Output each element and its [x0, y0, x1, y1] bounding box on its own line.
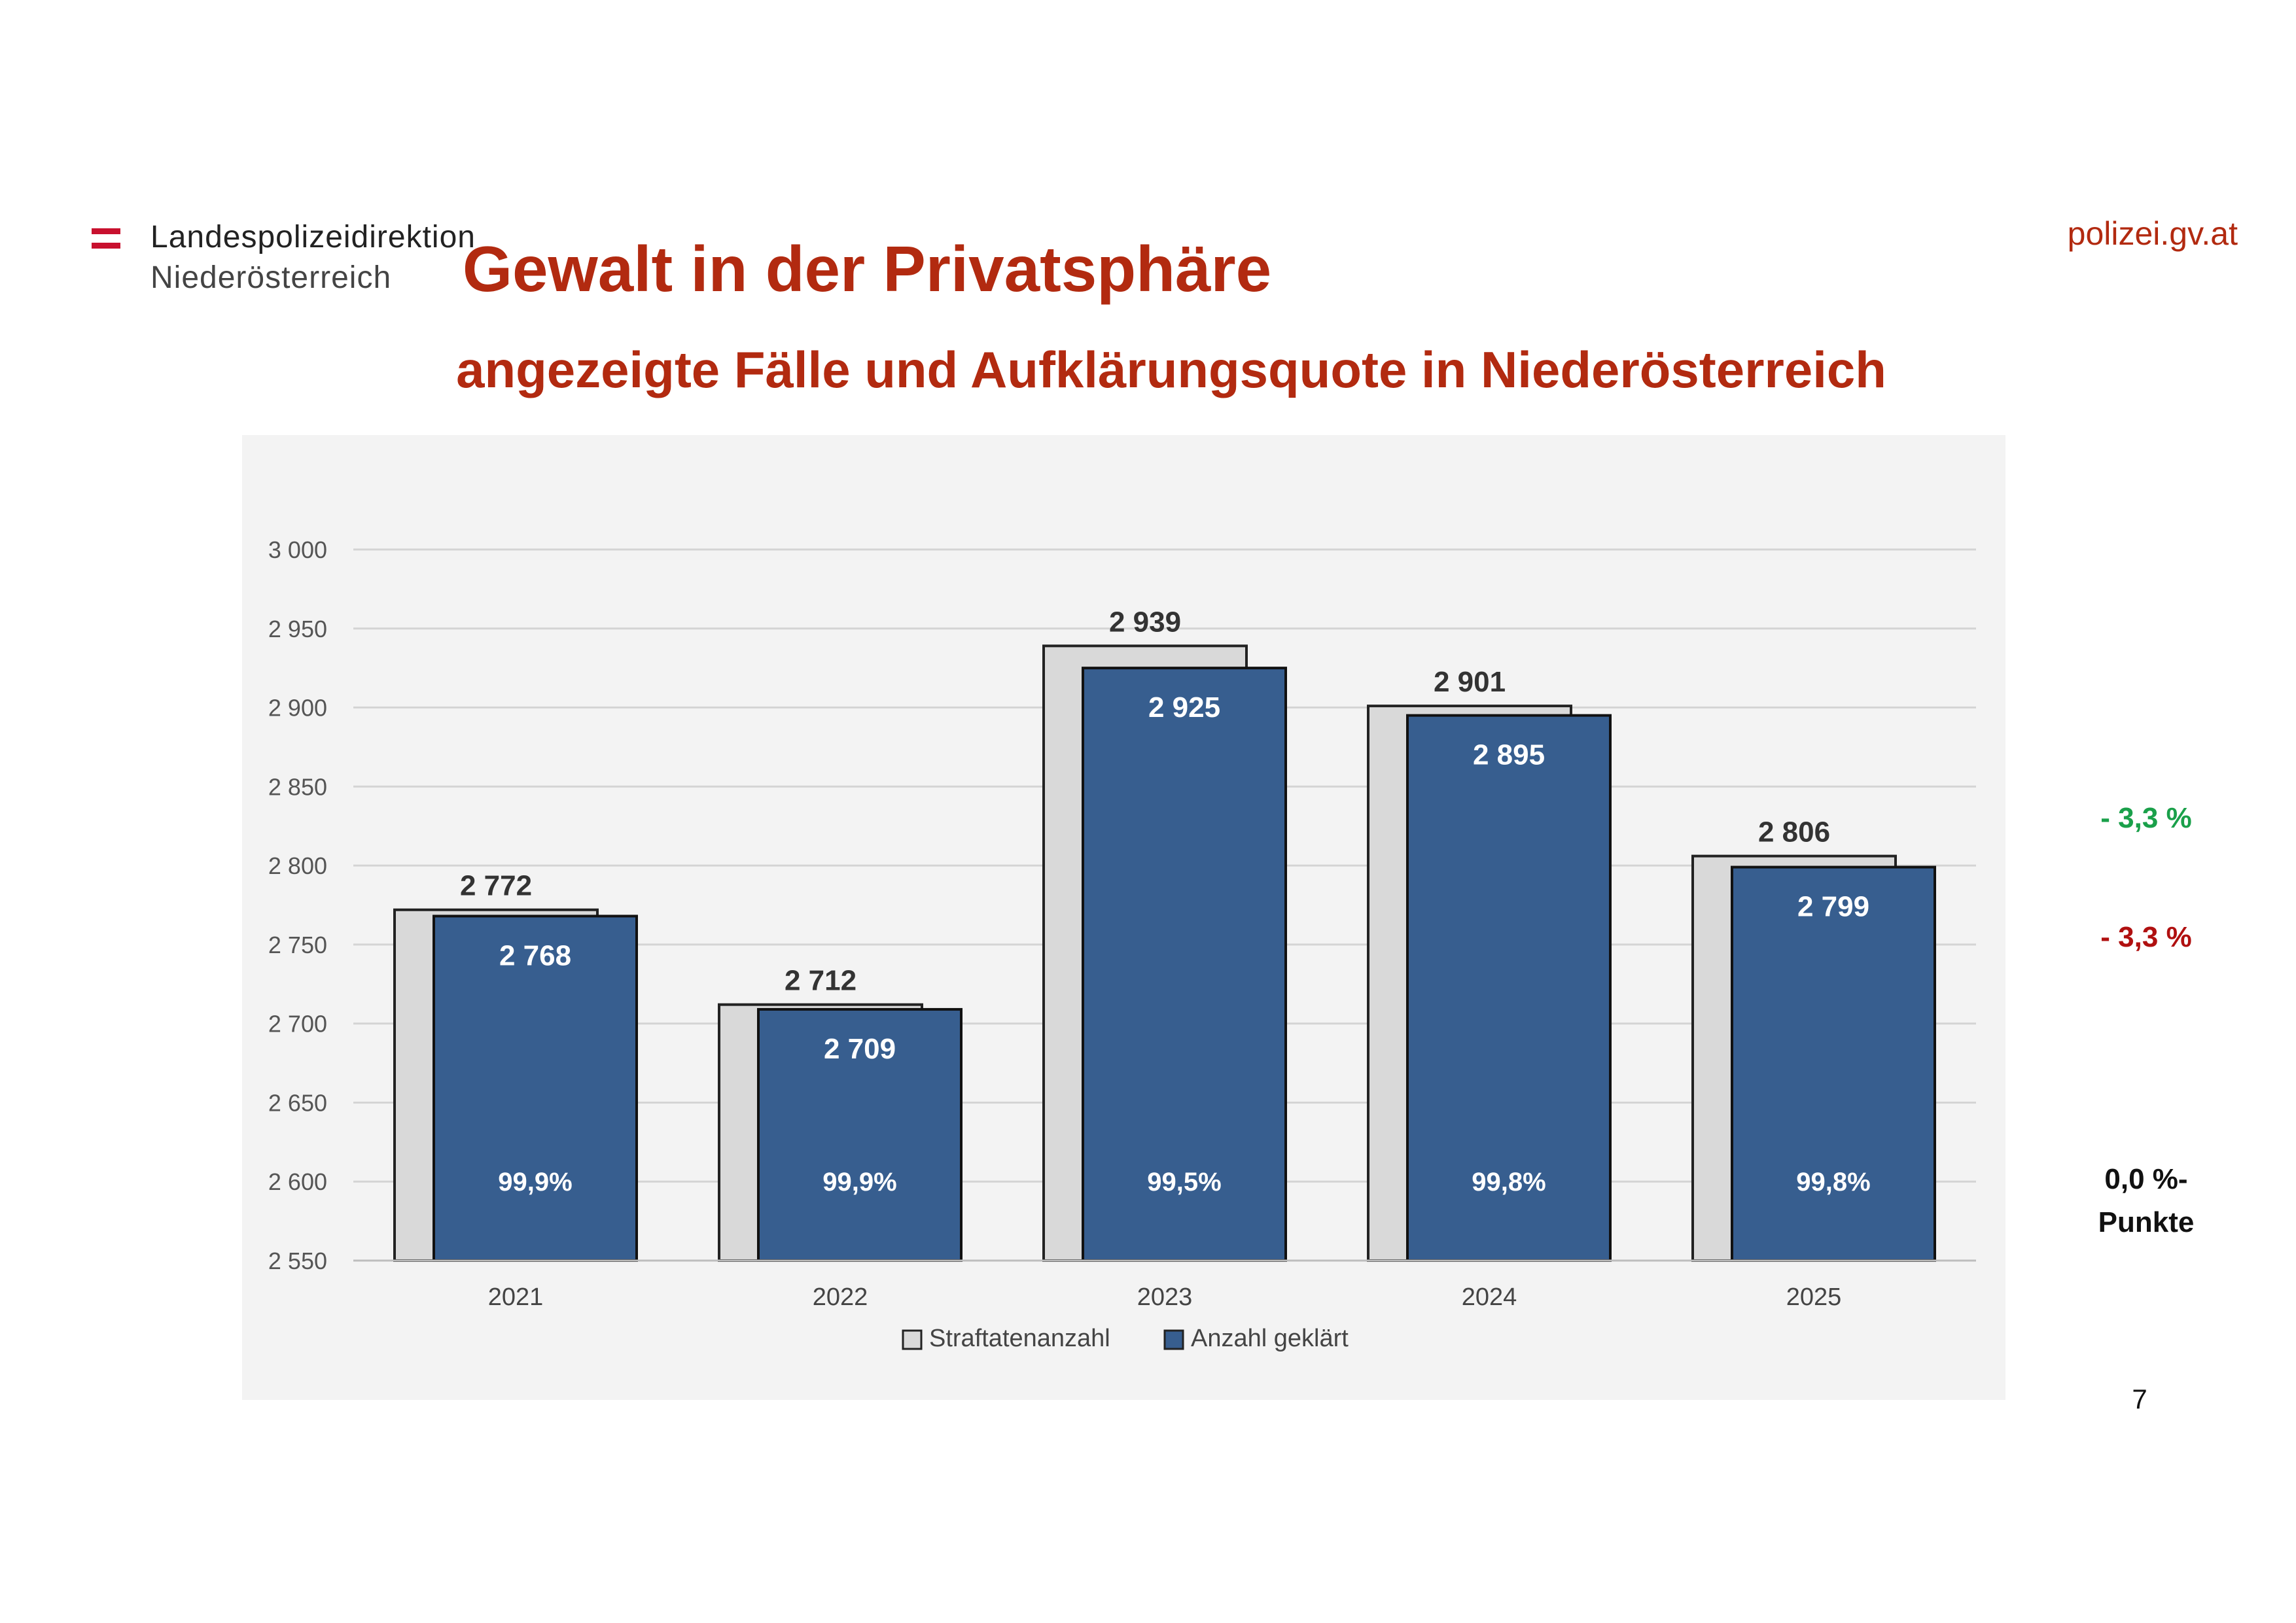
y-tick-label: 2 850 — [268, 773, 327, 800]
y-tick-label: 2 750 — [268, 932, 327, 958]
bar-cleared-2024 — [1406, 714, 1612, 1262]
bar-cleared-2023 — [1082, 667, 1287, 1262]
y-tick-label: 2 650 — [268, 1089, 327, 1116]
y-tick-label: 2 900 — [268, 695, 327, 722]
page-subtitle: angezeigte Fälle und Aufklärungsquote in… — [456, 341, 1886, 398]
y-tick-label: 2 800 — [268, 852, 327, 879]
change-rate-line-2: Punkte — [2098, 1206, 2195, 1238]
y-tick-label: 2 550 — [268, 1248, 327, 1274]
legend-label-total: Straftatenanzahl — [929, 1325, 1110, 1352]
data-label-cleared-2021: 2 768 — [499, 939, 571, 971]
change-rate-note: 0,0 %- Punkte — [2068, 1158, 2225, 1244]
austria-flag-icon — [92, 228, 120, 251]
data-label-total-2025: 2 806 — [1758, 816, 1830, 848]
clearance-rate-2024: 99,8% — [1472, 1168, 1545, 1196]
y-tick-label: 2 950 — [268, 616, 327, 642]
change-rate-line-1: 0,0 %- — [2104, 1163, 2188, 1195]
legend-swatch-total — [902, 1329, 923, 1350]
change-cleared-note: - 3,3 % — [2100, 921, 2192, 953]
data-label-cleared-2022: 2 709 — [824, 1033, 896, 1065]
site-url[interactable]: polizei.gv.at — [2067, 215, 2238, 252]
bar-chart: 2 550 2 600 2 650 2 700 2 750 2 800 2 850 2 900… — [268, 536, 1976, 1352]
logo-line-2: Niederösterreich — [150, 260, 392, 295]
y-tick-label: 2 600 — [268, 1168, 327, 1195]
bar-cleared-2025 — [1731, 865, 1936, 1262]
clearance-rate-2021: 99,9% — [498, 1168, 572, 1196]
x-tick-label: 2021 — [488, 1283, 544, 1311]
y-tick-label: 3 000 — [268, 536, 327, 563]
data-label-total-2023: 2 939 — [1109, 606, 1181, 638]
page-title: Gewalt in der Privatsphäre — [462, 233, 1272, 305]
x-tick-label: 2024 — [1462, 1283, 1517, 1311]
clearance-rate-2023: 99,5% — [1147, 1168, 1221, 1196]
y-tick-label: 2 700 — [268, 1011, 327, 1038]
change-total-note: - 3,3 % — [2100, 802, 2192, 834]
logo-line-1: Landespolizeidirektion — [150, 220, 476, 254]
bar-cleared-2021 — [433, 915, 638, 1262]
clearance-rate-2025: 99,8% — [1796, 1168, 1870, 1196]
page-number: 7 — [2132, 1384, 2147, 1414]
data-label-total-2022: 2 712 — [785, 965, 857, 997]
x-tick-label: 2025 — [1786, 1283, 1842, 1311]
clearance-rate-2022: 99,9% — [822, 1168, 896, 1196]
bar-cleared-2022 — [757, 1007, 963, 1263]
logo: Landespolizeidirektion Niederösterreich — [92, 219, 523, 304]
x-tick-label: 2022 — [813, 1283, 868, 1311]
legend-swatch-cleared — [1163, 1329, 1184, 1350]
x-tick-label: 2023 — [1137, 1283, 1193, 1311]
data-label-cleared-2024: 2 895 — [1473, 739, 1545, 771]
data-label-cleared-2025: 2 799 — [1797, 891, 1869, 923]
data-label-cleared-2023: 2 925 — [1148, 691, 1220, 724]
data-label-total-2021: 2 772 — [460, 870, 532, 902]
data-label-total-2024: 2 901 — [1434, 666, 1506, 698]
legend-label-cleared: Anzahl geklärt — [1191, 1325, 1349, 1352]
